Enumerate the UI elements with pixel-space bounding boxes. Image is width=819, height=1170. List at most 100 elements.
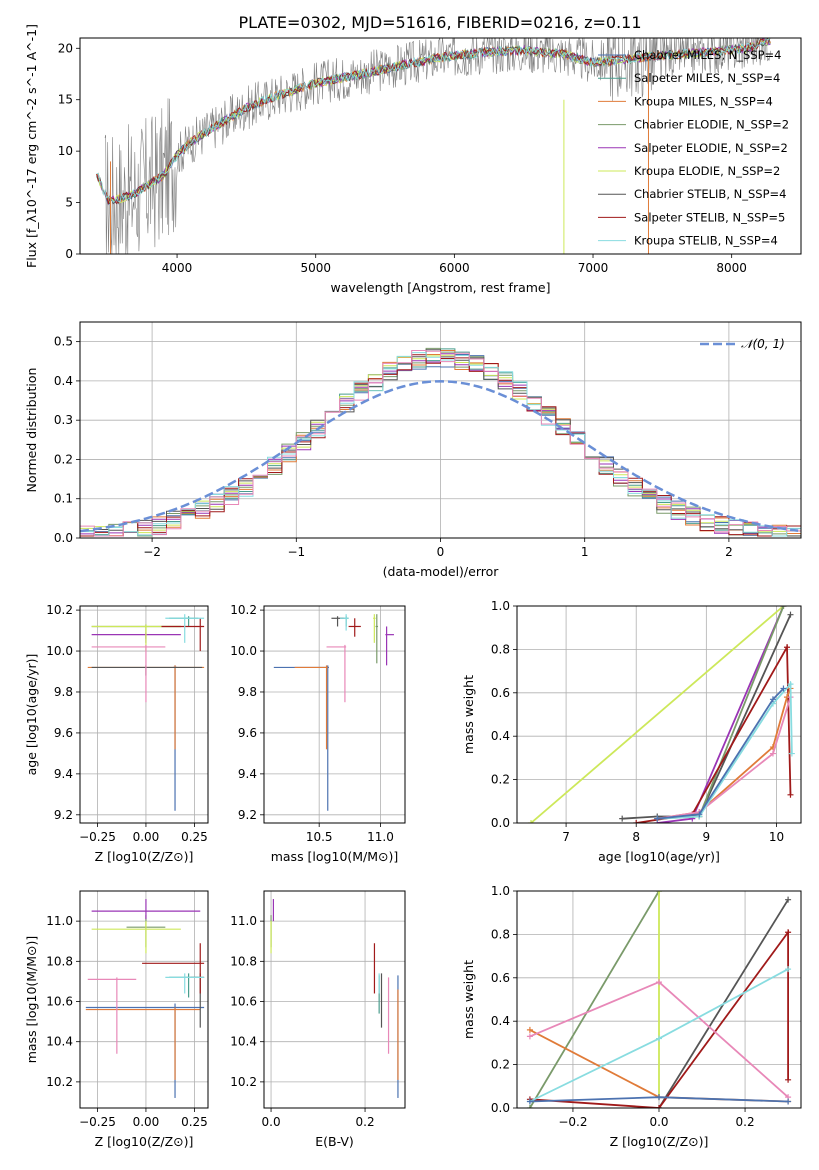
x-tick-label: 0.00 bbox=[133, 1115, 160, 1129]
x-tick-label: −1 bbox=[287, 545, 305, 559]
x-tick-label: 7000 bbox=[578, 261, 609, 275]
x-tick-label: 8 bbox=[632, 830, 640, 844]
plot-area bbox=[85, 899, 205, 1098]
x-tick-label: 9 bbox=[703, 830, 711, 844]
gaussian-reference-line bbox=[80, 380, 799, 533]
x-tick-label: −2 bbox=[143, 545, 161, 559]
plot-area bbox=[96, 38, 771, 254]
y-tick-label: 20 bbox=[58, 41, 73, 55]
x-tick-label: 0 bbox=[437, 545, 445, 559]
plot-area bbox=[528, 606, 795, 823]
x-axis-label: Z [log10(Z/Z⊙)] bbox=[95, 1134, 194, 1149]
mass-weight-marker bbox=[656, 979, 662, 986]
legend-label: Salpeter MILES, N_SSP=4 bbox=[634, 71, 780, 85]
y-tick-label: 0.2 bbox=[491, 1058, 510, 1072]
y-tick-label: 0.2 bbox=[491, 773, 510, 787]
mass-weight-marker bbox=[769, 750, 776, 757]
y-axis-label: Flux [f_λ10^-17 erg cm^-2 s^-1 A^-1] bbox=[24, 24, 39, 268]
x-tick-label: 0.2 bbox=[356, 1115, 375, 1129]
model-spectrum-line bbox=[96, 38, 771, 203]
mass-weight-marker bbox=[526, 1026, 533, 1033]
x-tick-label: 6000 bbox=[439, 261, 470, 275]
axes-frame bbox=[79, 890, 209, 1109]
legend-label: Kroupa MILES, N_SSP=4 bbox=[634, 94, 773, 108]
y-tick-label: 9.8 bbox=[54, 685, 73, 699]
x-tick-label: 10 bbox=[769, 830, 784, 844]
y-tick-label: 10.0 bbox=[230, 644, 257, 658]
mass-weight-marker bbox=[783, 644, 790, 651]
mass-weight-line bbox=[657, 696, 792, 820]
x-tick-label: 1 bbox=[581, 545, 589, 559]
x-tick-label: −0.2 bbox=[558, 1115, 587, 1129]
axes-frame bbox=[79, 37, 802, 255]
mass-weight-marker bbox=[633, 820, 640, 823]
x-axis-label: (data-model)/error bbox=[383, 564, 500, 579]
x-tick-label: 0.25 bbox=[181, 1115, 208, 1129]
y-tick-label: 9.6 bbox=[54, 726, 73, 740]
y-tick-label: 10.6 bbox=[230, 995, 257, 1009]
y-axis-label: mass weight bbox=[461, 960, 476, 1039]
y-tick-label: 0.0 bbox=[491, 816, 510, 830]
x-tick-label: 4000 bbox=[162, 261, 193, 275]
y-tick-label: 0.0 bbox=[491, 1101, 510, 1115]
x-axis-label: age [log10(age/yr)] bbox=[598, 849, 720, 864]
x-tick-label: 2 bbox=[725, 545, 733, 559]
x-axis-label: wavelength [Angstrom, rest frame] bbox=[330, 280, 550, 295]
x-tick-label: −0.25 bbox=[79, 1115, 116, 1129]
x-tick-label: 11.0 bbox=[367, 830, 394, 844]
y-tick-label: 10.0 bbox=[46, 644, 73, 658]
mass-weight-marker bbox=[528, 820, 535, 823]
y-tick-label: 9.8 bbox=[238, 685, 257, 699]
mass-weight-marker bbox=[785, 929, 792, 936]
y-tick-label: 0.4 bbox=[491, 729, 510, 743]
y-tick-label: 0.5 bbox=[54, 335, 73, 349]
y-tick-label: 9.4 bbox=[238, 767, 257, 781]
y-tick-label: 0.6 bbox=[491, 971, 510, 985]
mass-weight-marker bbox=[769, 696, 776, 703]
axes-frame bbox=[79, 321, 802, 539]
y-axis-label: age [log10(age/yr)] bbox=[24, 654, 39, 776]
y-tick-label: 10.2 bbox=[230, 1075, 257, 1089]
mass-weight-marker bbox=[656, 891, 662, 894]
mass-weight-marker bbox=[785, 1098, 792, 1105]
x-tick-label: 0.0 bbox=[649, 1115, 668, 1129]
mass-weight-marker bbox=[780, 606, 787, 609]
axes-frame bbox=[263, 605, 406, 824]
mass-weight-marker bbox=[788, 750, 795, 757]
legend-label: Kroupa STELIB, N_SSP=4 bbox=[634, 234, 778, 248]
weight-vs-age-panel: 7 8 9 10 0.0 0.2 0.4 0.6 0.8 1.0 age [log10(age/yr… bbox=[461, 599, 802, 864]
mass-weight-marker bbox=[526, 1033, 533, 1040]
y-tick-label: 0.6 bbox=[491, 686, 510, 700]
age-vs-mass-panel: 10.5 11.0 9.2 9.4 9.6 9.8 10.0 10.2 mass [log10(… bbox=[230, 603, 406, 864]
y-tick-label: 10.4 bbox=[46, 1035, 73, 1049]
y-tick-label: 0.8 bbox=[491, 927, 510, 941]
legend-label: Kroupa ELODIE, N_SSP=2 bbox=[634, 164, 780, 178]
y-tick-label: 0.8 bbox=[491, 642, 510, 656]
x-tick-label: 0.0 bbox=[262, 1115, 281, 1129]
y-tick-label: 10 bbox=[58, 144, 73, 158]
mass-weight-marker bbox=[654, 815, 661, 822]
mass-weight-marker bbox=[785, 1076, 792, 1083]
mass-weight-line bbox=[530, 606, 785, 823]
residual-histogram-step bbox=[80, 350, 801, 538]
residual-histogram-step bbox=[80, 354, 801, 538]
x-axis-label: mass [log10(M/M⊙)] bbox=[271, 849, 399, 864]
y-axis-label: Normed distribution bbox=[24, 368, 39, 493]
spectrum-panel: 4000 5000 6000 7000 8000 0 5 10 15 20 wavelength [… bbox=[24, 24, 802, 295]
axes-frame bbox=[263, 890, 406, 1109]
residuals-panel: −2 −1 0 1 2 0.0 0.1 0.2 0.3 0.4 0.5 (data-model)/er… bbox=[24, 321, 802, 579]
y-tick-label: 11.0 bbox=[230, 914, 257, 928]
mass-weight-line bbox=[657, 606, 785, 823]
axes-frame bbox=[516, 605, 802, 824]
y-axis-label: mass [log10(M/M⊙)] bbox=[24, 936, 39, 1064]
y-tick-label: 10.8 bbox=[230, 954, 257, 968]
mass-weight-line bbox=[636, 643, 792, 823]
y-axis-label: mass weight bbox=[461, 675, 476, 754]
plot-area bbox=[273, 614, 394, 811]
mass-weight-marker bbox=[696, 811, 703, 818]
model-spectrum-line bbox=[96, 38, 769, 205]
mass-weight-marker bbox=[656, 1035, 662, 1042]
y-tick-label: 10.6 bbox=[46, 995, 73, 1009]
legend-label: Salpeter STELIB, N_SSP=5 bbox=[634, 210, 785, 224]
figure-title: PLATE=0302, MJD=51616, FIBERID=0216, z=0… bbox=[238, 13, 641, 32]
